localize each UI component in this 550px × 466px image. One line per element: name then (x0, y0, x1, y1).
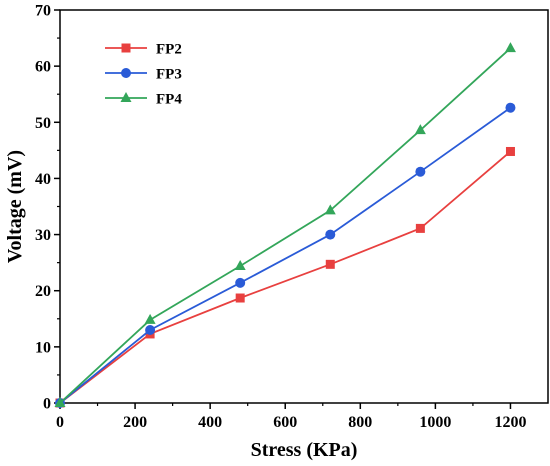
legend-label: FP2 (156, 42, 182, 58)
y-tick-label: 20 (35, 283, 51, 300)
data-point-fp4 (234, 260, 246, 271)
legend-item-fp2: FP2 (105, 42, 182, 58)
data-point-fp4 (504, 42, 516, 53)
y-axis-ticks: 0 10 20 30 40 50 60 70 (35, 3, 60, 413)
data-point-fp2 (235, 293, 245, 303)
series-line-fp4 (59, 47, 512, 404)
data-point-fp4 (324, 204, 336, 215)
data-point-fp3 (505, 102, 516, 113)
x-tick-label: 400 (198, 414, 222, 431)
data-point-fp2 (415, 223, 425, 233)
y-tick-label: 0 (43, 396, 51, 413)
y-tick-label: 70 (35, 3, 51, 20)
x-tick-label: 800 (348, 414, 372, 431)
y-tick-label: 60 (35, 59, 51, 76)
legend-item-fp4: FP4 (105, 92, 182, 108)
series-fp4 (54, 42, 516, 407)
legend: FP2 FP3 FP4 (105, 42, 182, 108)
legend-label: FP4 (156, 92, 182, 108)
data-point-fp4 (144, 313, 156, 324)
legend-swatch-marker (120, 92, 132, 102)
plot-area: 0 200 400 600 800 1000 1200 0 10 20 30 40 50 60 70 (35, 3, 549, 431)
series-layer (54, 42, 516, 408)
y-axis-label: Voltage (mV) (4, 150, 26, 263)
data-point-fp4 (54, 397, 66, 407)
series-fp2 (55, 146, 515, 408)
data-point-fp3 (325, 229, 336, 240)
y-tick-label: 10 (35, 339, 51, 356)
data-point-fp2 (325, 259, 335, 269)
data-point-fp4 (414, 124, 426, 135)
data-point-fp3 (145, 325, 156, 336)
series-line-fp3 (59, 106, 511, 404)
x-axis-ticks: 0 200 400 600 800 1000 1200 (56, 403, 526, 431)
legend-label: FP3 (156, 67, 182, 83)
data-point-fp3 (235, 277, 246, 288)
x-tick-label: 600 (273, 414, 297, 431)
y-tick-label: 50 (35, 115, 51, 132)
legend-swatch-marker (121, 68, 131, 78)
legend-item-fp3: FP3 (105, 67, 182, 83)
x-tick-label: 200 (123, 414, 147, 431)
data-point-fp2 (505, 146, 515, 156)
data-point-fp3 (415, 166, 426, 177)
series-line-fp2 (59, 150, 512, 404)
y-tick-label: 40 (35, 171, 51, 188)
x-tick-label: 1000 (419, 414, 451, 431)
series-fp3 (55, 102, 516, 408)
x-tick-label: 1200 (494, 414, 526, 431)
legend-swatch-marker (121, 43, 131, 53)
x-axis-label: Stress (KPa) (251, 439, 358, 461)
y-tick-label: 30 (35, 227, 51, 244)
x-tick-label: 0 (56, 414, 64, 431)
